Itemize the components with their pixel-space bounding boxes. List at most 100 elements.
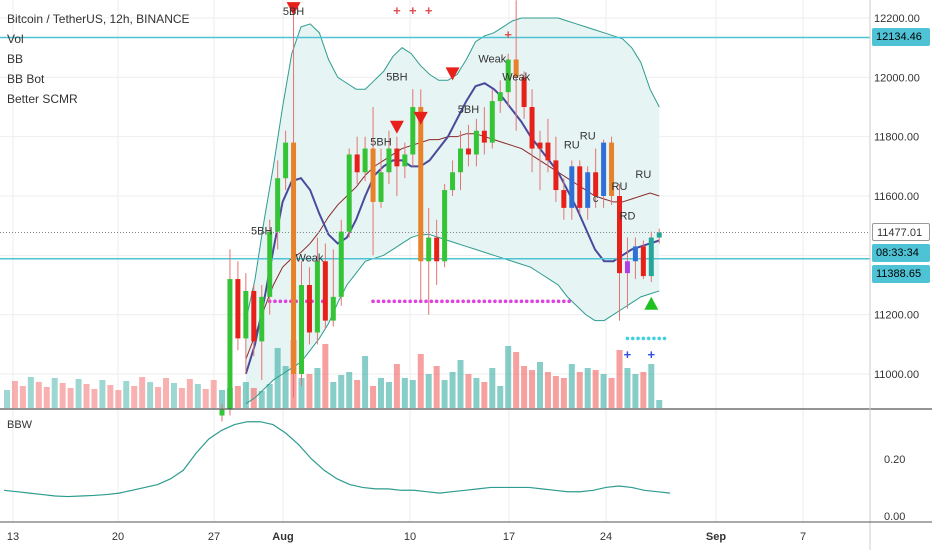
candle-body <box>330 296 336 321</box>
dot <box>408 299 412 304</box>
dot <box>397 299 402 304</box>
volume-bar <box>322 344 329 408</box>
volume-bar <box>481 382 488 408</box>
y-tick-label: 11200.00 <box>874 310 919 322</box>
volume-bar <box>441 380 448 408</box>
volume-bar <box>139 377 146 408</box>
x-tick-label: 7 <box>800 531 806 543</box>
volume-bar <box>537 362 543 408</box>
dot <box>498 299 503 304</box>
volume-bar <box>99 380 106 408</box>
volume-bar <box>178 388 185 408</box>
volume-bar <box>115 390 122 408</box>
dot <box>562 299 566 304</box>
candle-body <box>656 232 662 238</box>
dot <box>530 299 534 304</box>
volume-bar <box>346 372 353 408</box>
bb-basis-line <box>245 133 660 360</box>
bb-lower-line <box>245 234 660 405</box>
candle-body <box>465 148 471 155</box>
signal-label: 5BH <box>283 6 304 18</box>
candle-body <box>561 190 567 208</box>
volume-bar <box>513 352 520 408</box>
dot <box>429 299 434 304</box>
candle-body <box>243 290 249 339</box>
volume-bar <box>51 378 58 408</box>
dot <box>381 299 386 304</box>
volume-bar <box>433 366 440 408</box>
volume-bar <box>362 356 369 408</box>
volume-bar <box>163 378 169 408</box>
legend-symbol: Bitcoin / TetherUS, 12h, BINANCE <box>7 12 190 26</box>
x-tick-label: 27 <box>208 531 220 543</box>
candle-body <box>314 261 320 333</box>
dot-line <box>625 336 667 341</box>
volume-bar <box>155 387 162 408</box>
volume-bar <box>35 382 42 408</box>
dot <box>387 299 391 304</box>
volume-bar <box>529 370 536 408</box>
dot <box>376 299 381 304</box>
volume-bar <box>600 374 607 408</box>
candle-body <box>648 237 654 277</box>
dot <box>283 299 288 304</box>
candle-body <box>322 261 328 321</box>
volume-bar <box>83 384 90 408</box>
candle-body <box>505 59 511 93</box>
bbw-y-tick-label: 0.20 <box>884 454 905 466</box>
dot <box>403 299 407 304</box>
volume-bars <box>4 340 663 408</box>
volume-bar <box>59 383 66 408</box>
signal-label: 5BH <box>370 137 391 149</box>
volume-bar <box>489 368 496 408</box>
candle-body <box>354 154 360 173</box>
candle-body <box>442 190 448 262</box>
candle-body <box>529 107 535 149</box>
volume-bar <box>584 368 591 408</box>
candle-body <box>259 296 265 342</box>
volume-bar <box>186 379 193 408</box>
bbw-line <box>3 421 671 498</box>
dot-line <box>371 299 571 304</box>
candle-body <box>235 279 241 339</box>
dot <box>477 299 481 304</box>
legend-indicator-vol[interactable]: Vol <box>7 32 24 46</box>
candles <box>219 0 662 422</box>
dot <box>625 336 630 341</box>
candle-body <box>577 166 583 208</box>
candle-body <box>378 172 384 202</box>
volume-bar <box>544 372 551 408</box>
candle-body <box>306 285 312 333</box>
volume-bar <box>616 350 623 408</box>
legend-indicator-bb[interactable]: BB <box>7 52 24 66</box>
volume-bar <box>393 364 400 408</box>
dot <box>418 299 423 304</box>
moving-average-line <box>244 82 660 375</box>
volume-bar <box>123 381 130 408</box>
volume-bar <box>282 366 289 408</box>
signal-label: 5BH <box>251 226 272 238</box>
volume-bar <box>401 378 408 408</box>
candle-body <box>434 237 440 262</box>
x-tick-label: 17 <box>503 531 515 543</box>
candle-body <box>569 166 575 208</box>
signal-label: RD <box>620 211 636 223</box>
volume-bar <box>409 380 416 408</box>
dot <box>461 299 465 304</box>
volume-bar <box>568 364 575 408</box>
x-tick-label: 24 <box>600 531 612 543</box>
legend-indicator-bb-bot[interactable]: BB Bot <box>7 72 45 86</box>
volume-bar <box>314 368 321 408</box>
volume-bar <box>170 383 177 408</box>
candle-body <box>291 142 297 374</box>
candle-body <box>640 246 646 277</box>
price-tag-last-price: 11477.01 <box>872 223 930 242</box>
candle-body <box>410 107 416 155</box>
x-tick-label: 10 <box>404 531 416 543</box>
bbw-y-tick-label: 0.00 <box>884 511 905 523</box>
volume-bar <box>4 390 10 408</box>
volume-bar <box>131 386 138 408</box>
legend-indicator-better-scmr[interactable]: Better SCMR <box>7 92 78 106</box>
dot <box>630 336 635 341</box>
